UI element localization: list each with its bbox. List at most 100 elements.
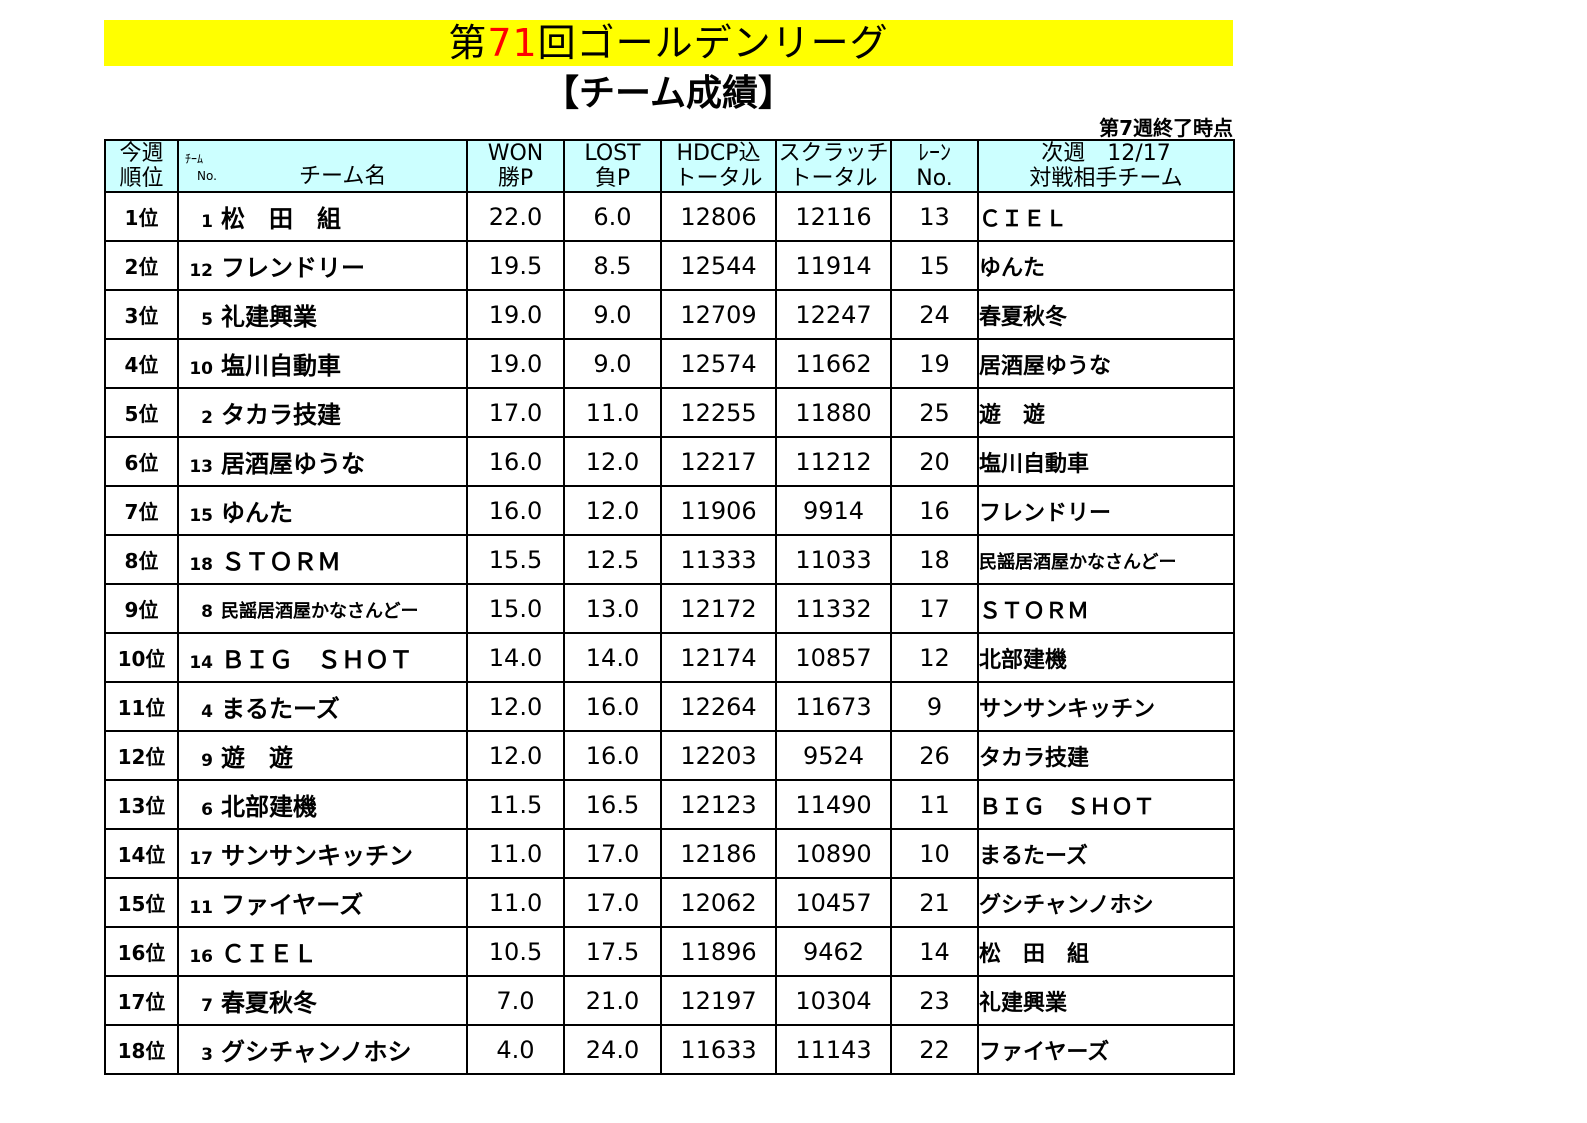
lane-number: 22	[890, 1024, 979, 1075]
team-cell: 15 ゆんた	[177, 485, 468, 536]
table-row: 2位 12 フレンドリー 19.5 8.5 12544 11914 15 ゆんた	[104, 240, 1235, 291]
scratch-total: 9524	[775, 730, 892, 781]
table-row: 1位 1 松 田 組 22.0 6.0 12806 12116 13 ＣＩＥＬ	[104, 191, 1235, 242]
scratch-total: 9462	[775, 926, 892, 977]
rank-cell: 4位	[104, 338, 179, 389]
team-cell: 8 民謡居酒屋かなさんどー	[177, 583, 468, 634]
won-points: 17.0	[466, 387, 565, 438]
team-number: 5	[201, 310, 213, 330]
team-number: 15	[189, 506, 213, 526]
header-lane: ﾚｰﾝ No.	[890, 139, 979, 193]
lane-number: 11	[890, 779, 979, 830]
lost-points: 24.0	[563, 1024, 662, 1075]
header-lost: LOST 負P	[563, 139, 662, 193]
team-number: 12	[189, 261, 213, 281]
lane-number: 24	[890, 289, 979, 340]
team-number: 16	[189, 947, 213, 967]
opponent-cell: まるたーズ	[977, 828, 1235, 879]
lane-number: 9	[890, 681, 979, 732]
rank-cell: 5位	[104, 387, 179, 438]
team-cell: 10 塩川自動車	[177, 338, 468, 389]
opponent-name: グシチャンノホシ	[979, 892, 1154, 918]
opponent-name: 遊 遊	[979, 402, 1046, 428]
lane-number: 14	[890, 926, 979, 977]
team-name: グシチャンノホシ	[221, 1038, 412, 1066]
table-row: 11位 4 まるたーズ 12.0 16.0 12264 11673 9 サンサンキッチン	[104, 681, 1235, 732]
header-row: 今週 順位 ﾁｰﾑ No. チーム名 WON 勝P LOST 負P HDCP込 トータル…	[104, 139, 1235, 193]
team-number: 9	[201, 751, 213, 771]
hdcp-total: 12709	[660, 289, 777, 340]
scratch-total: 10304	[775, 975, 892, 1026]
hdcp-total: 12217	[660, 436, 777, 487]
team-name: ＢＩＧ ＳＨＯＴ	[221, 646, 413, 674]
team-name: ＳＴＯＲＭ	[221, 548, 341, 576]
table-row: 5位 2 タカラ技建 17.0 11.0 12255 11880 25 遊 遊	[104, 387, 1235, 438]
team-cell: 2 タカラ技建	[177, 387, 468, 438]
team-name: 塩川自動車	[221, 352, 341, 380]
rank-cell: 10位	[104, 632, 179, 683]
lost-points: 14.0	[563, 632, 662, 683]
rank-cell: 2位	[104, 240, 179, 291]
lost-points: 12.5	[563, 534, 662, 585]
scratch-total: 11673	[775, 681, 892, 732]
opponent-name: サンサンキッチン	[979, 696, 1156, 722]
rank-cell: 14位	[104, 828, 179, 879]
scratch-total: 10857	[775, 632, 892, 683]
team-cell: 5 礼建興業	[177, 289, 468, 340]
opponent-cell: 松 田 組	[977, 926, 1235, 977]
team-cell: 11 ファイヤーズ	[177, 877, 468, 928]
header-scratch: スクラッチ トータル	[775, 139, 892, 193]
header-team-small: ﾁｰﾑ	[185, 152, 204, 166]
opponent-name: 塩川自動車	[979, 451, 1090, 477]
team-number: 18	[189, 555, 213, 575]
rank-cell: 1位	[104, 191, 179, 242]
team-cell: 18 ＳＴＯＲＭ	[177, 534, 468, 585]
opponent-name: 春夏秋冬	[979, 304, 1068, 330]
hdcp-total: 11333	[660, 534, 777, 585]
lane-number: 21	[890, 877, 979, 928]
team-cell: 13 居酒屋ゆうな	[177, 436, 468, 487]
hdcp-total: 12255	[660, 387, 777, 438]
scratch-total: 11033	[775, 534, 892, 585]
lane-number: 25	[890, 387, 979, 438]
won-points: 15.0	[466, 583, 565, 634]
opponent-name: 居酒屋ゆうな	[979, 353, 1112, 379]
lane-number: 23	[890, 975, 979, 1026]
lane-number: 20	[890, 436, 979, 487]
header-team-no: No.	[197, 169, 217, 183]
scratch-total: 11880	[775, 387, 892, 438]
team-name: サンサンキッチン	[221, 842, 413, 870]
won-points: 12.0	[466, 681, 565, 732]
team-number: 3	[201, 1045, 213, 1065]
scratch-total: 12247	[775, 289, 892, 340]
table-row: 15位 11 ファイヤーズ 11.0 17.0 12062 10457 21 グシチャンノホシ	[104, 877, 1235, 928]
opponent-cell: ゆんた	[977, 240, 1235, 291]
hdcp-total: 12197	[660, 975, 777, 1026]
team-number: 13	[189, 457, 213, 477]
lost-points: 6.0	[563, 191, 662, 242]
won-points: 19.0	[466, 338, 565, 389]
hdcp-total: 11896	[660, 926, 777, 977]
scratch-total: 11332	[775, 583, 892, 634]
opponent-cell: 遊 遊	[977, 387, 1235, 438]
lane-number: 16	[890, 485, 979, 536]
team-number: 14	[189, 653, 213, 673]
rank-cell: 3位	[104, 289, 179, 340]
team-name: フレンドリー	[221, 254, 365, 282]
team-cell: 12 フレンドリー	[177, 240, 468, 291]
rank-cell: 13位	[104, 779, 179, 830]
lost-points: 11.0	[563, 387, 662, 438]
scratch-total: 11662	[775, 338, 892, 389]
title-prefix: 第	[448, 21, 488, 65]
won-points: 4.0	[466, 1024, 565, 1075]
lost-points: 8.5	[563, 240, 662, 291]
opponent-cell: 北部建機	[977, 632, 1235, 683]
hdcp-total: 12123	[660, 779, 777, 830]
won-points: 16.0	[466, 485, 565, 536]
lost-points: 17.5	[563, 926, 662, 977]
table-row: 9位 8 民謡居酒屋かなさんどー 15.0 13.0 12172 11332 17 ＳＴＯＲＭ	[104, 583, 1235, 634]
rank-cell: 6位	[104, 436, 179, 487]
lane-number: 13	[890, 191, 979, 242]
hdcp-total: 12544	[660, 240, 777, 291]
team-name: 民謡居酒屋かなさんどー	[221, 600, 419, 622]
